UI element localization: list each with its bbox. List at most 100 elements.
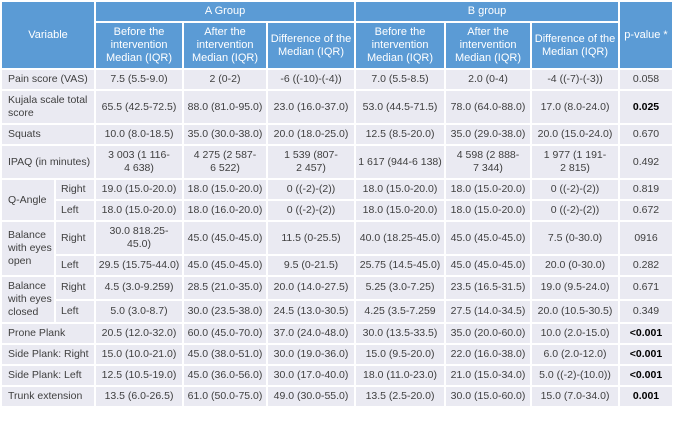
median-iqr-cell: 35.0 (29.0-38.0) [446,125,531,144]
median-iqr-cell: 30.0 (13.5-33.5) [356,324,445,343]
median-iqr-cell: 4 598 (2 888-7 344) [446,146,531,178]
variable-label: Prone Plank [2,324,95,343]
median-iqr-cell: 13.5 (6.0-26.5) [96,387,183,406]
variable-side-label: Left [56,201,95,220]
median-iqr-cell: 12.5 (8.5-20.0) [356,125,445,144]
median-iqr-cell: 20.0 (15.0-24.0) [532,125,619,144]
median-iqr-cell: 11.5 (0-25.5) [268,222,355,254]
median-iqr-cell: 18.0 (15.0-20.0) [96,201,183,220]
table-header: Variable A Group B group p-value * Befor… [2,2,673,68]
median-iqr-cell: 20.0 (14.0-27.5) [268,277,355,299]
table-row: Trunk extension 13.5 (6.0-26.5) 61.0 (50.0… [2,387,673,406]
median-iqr-cell: 45.0 (45.0-45.0) [446,222,531,254]
median-iqr-cell: 0 ((-2)-(2)) [532,180,619,199]
table-row: Q-Angle Right 19.0 (15.0-20.0) 18.0 (15.0-2… [2,180,673,220]
p-value-cell: 0.282 [620,256,673,275]
col-header-a-diff: Difference of the Median (IQR) [268,23,355,68]
median-iqr-cell: 30.0 (23.5-38.0) [184,300,267,322]
median-iqr-cell: -4 ((-7)-(-3)) [532,70,619,89]
variable-label: Balance with eyes open [2,222,54,275]
median-iqr-cell: 15.0 (7.0-34.0) [532,387,619,406]
median-iqr-cell: 29.5 (15.75-44.0) [96,256,183,275]
median-iqr-cell: 18.0 (15.0-20.0) [356,201,445,220]
p-value-cell: 0.492 [620,146,673,178]
median-iqr-cell: 12.5 (10.5-19.0) [96,366,183,385]
p-value-cell: 0.819 [620,180,673,199]
col-header-p-value: p-value * [620,2,673,68]
table-row: Left 18.0 (15.0-20.0) 18.0 (16.0-20.0) 0 ((… [2,201,673,220]
median-iqr-cell: 18.0 (15.0-20.0) [356,180,445,199]
col-header-a-before: Before the intervention Median (IQR) [96,23,183,68]
median-iqr-cell: 0 ((-2)-(2)) [532,201,619,220]
median-iqr-cell: 25.75 (14.5-45.0) [356,256,445,275]
p-value-cell: 0916 [620,222,673,254]
median-iqr-cell: 30.0 818.25-45.0) [96,222,183,254]
p-value-cell: 0.001 [620,387,673,406]
median-iqr-cell: 40.0 (18.25-45.0) [356,222,445,254]
median-iqr-cell: 18.0 (15.0-20.0) [446,180,531,199]
median-iqr-cell: 15.0 (10.0-21.0) [96,345,183,364]
median-iqr-cell: 19.0 (9.5-24.0) [532,277,619,299]
median-iqr-cell: 10.0 (8.0-18.5) [96,125,183,144]
median-iqr-cell: 35.0 (20.0-60.0) [446,324,531,343]
median-iqr-cell: 45.0 (45.0-45.0) [184,222,267,254]
median-iqr-cell: 7.5 (0-30.0) [532,222,619,254]
variable-label: Trunk extension [2,387,95,406]
variable-label: Balance with eyes closed [2,277,54,322]
median-iqr-cell: 49.0 (30.0-55.0) [268,387,355,406]
table-row: IPAQ (in minutes) 3 003 (1 116-4 638) 4 27… [2,146,673,178]
median-iqr-cell: 20.0 (10.5-30.5) [532,300,619,322]
p-value-cell: <0.001 [620,324,673,343]
variable-side-label: Right [56,277,95,299]
median-iqr-cell: 88.0 (81.0-95.0) [184,91,267,123]
median-iqr-cell: 13.5 (2.5-20.0) [356,387,445,406]
median-iqr-cell: 0 ((-2)-(2)) [268,180,355,199]
group-header-b: B group [356,2,619,21]
table-row: Side Plank: Right 15.0 (10.0-21.0) 45.0 (3… [2,345,673,364]
p-value-cell: 0.671 [620,277,673,299]
median-iqr-cell: 45.0 (45.0-45.0) [184,256,267,275]
table-row: Pain score (VAS) 7.5 (5.5-9.0) 2 (0-2) -6 (… [2,70,673,89]
table-body: Pain score (VAS) 7.5 (5.5-9.0) 2 (0-2) -6 (… [2,70,673,406]
col-header-b-diff: Difference of the Median (IQR) [532,23,619,68]
p-value-cell: 0.058 [620,70,673,89]
median-iqr-cell: 37.0 (24.0-48.0) [268,324,355,343]
variable-label: IPAQ (in minutes) [2,146,95,178]
median-iqr-cell: 6.0 (2.0-12.0) [532,345,619,364]
col-header-b-after: After the intervention Median (IQR) [446,23,531,68]
median-iqr-cell: 30.0 (17.0-40.0) [268,366,355,385]
median-iqr-cell: 5.0 ((-2)-(10.0)) [532,366,619,385]
median-iqr-cell: 20.5 (12.0-32.0) [96,324,183,343]
table-row: Side Plank: Left 12.5 (10.5-19.0) 45.0 (36… [2,366,673,385]
table-row: Prone Plank 20.5 (12.0-32.0) 60.0 (45.0-70… [2,324,673,343]
median-iqr-cell: 20.0 (18.0-25.0) [268,125,355,144]
median-iqr-cell: 3 003 (1 116-4 638) [96,146,183,178]
median-iqr-cell: 5.0 (3.0-8.7) [96,300,183,322]
col-header-variable: Variable [2,2,95,68]
table-row: Left 29.5 (15.75-44.0) 45.0 (45.0-45.0) 9.5… [2,256,673,275]
table-row: Left 5.0 (3.0-8.7) 30.0 (23.5-38.0) 24.5 (1… [2,300,673,322]
median-iqr-cell: 65.5 (42.5-72.5) [96,91,183,123]
median-iqr-cell: 1 539 (807-2 457) [268,146,355,178]
median-iqr-cell: 18.0 (16.0-20.0) [184,201,267,220]
median-iqr-cell: 4.5 (3.0-9.259) [96,277,183,299]
median-iqr-cell: 10.0 (2.0-15.0) [532,324,619,343]
variable-side-label: Left [56,256,95,275]
variable-label: Kujala scale total score [2,91,95,123]
median-iqr-cell: 30.0 (19.0-36.0) [268,345,355,364]
median-iqr-cell: 35.0 (30.0-38.0) [184,125,267,144]
median-iqr-cell: 45.0 (38.0-51.0) [184,345,267,364]
group-header-a: A Group [96,2,355,21]
variable-side-label: Right [56,180,95,199]
median-iqr-cell: 18.0 (15.0-20.0) [184,180,267,199]
median-iqr-cell: 60.0 (45.0-70.0) [184,324,267,343]
median-iqr-cell: 45.0 (45.0-45.0) [446,256,531,275]
median-iqr-cell: 30.0 (15.0-60.0) [446,387,531,406]
median-iqr-cell: 78.0 (64.0-88.0) [446,91,531,123]
table-row: Balance with eyes open Right 30.0 818.25-4… [2,222,673,275]
median-iqr-cell: 18.0 (15.0-20.0) [446,201,531,220]
median-iqr-cell: 1 617 (944-6 138) [356,146,445,178]
median-iqr-cell: 22.0 (16.0-38.0) [446,345,531,364]
variable-side-label: Left [56,300,95,322]
median-iqr-cell: 18.0 (11.0-23.0) [356,366,445,385]
